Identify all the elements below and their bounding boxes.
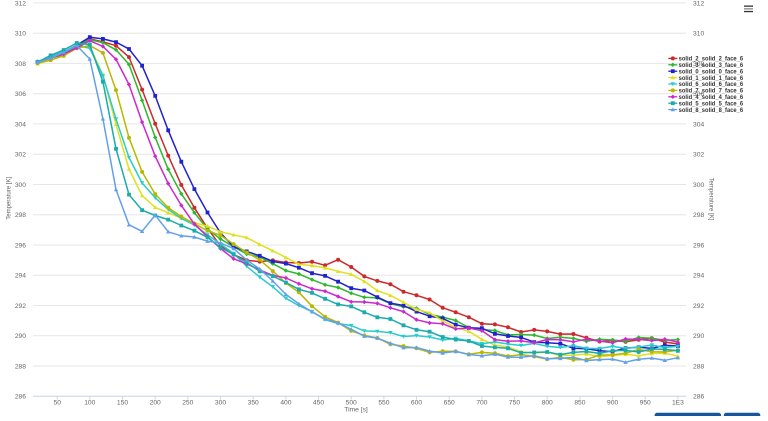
svg-text:294: 294: [15, 273, 26, 280]
svg-text:950: 950: [640, 400, 651, 407]
svg-text:50: 50: [53, 400, 61, 407]
svg-text:306: 306: [15, 91, 26, 98]
svg-text:1E3: 1E3: [672, 400, 684, 407]
svg-text:Temperature [K]: Temperature [K]: [708, 178, 715, 221]
svg-text:solid_3_solid_3_face_6: solid_3_solid_3_face_6: [679, 62, 744, 69]
svg-text:solid_7_solid_7_face_6: solid_7_solid_7_face_6: [679, 88, 744, 95]
svg-text:300: 300: [215, 400, 226, 407]
svg-text:290: 290: [15, 333, 26, 340]
svg-text:294: 294: [693, 273, 704, 280]
svg-text:308: 308: [15, 61, 26, 68]
svg-text:400: 400: [280, 400, 291, 407]
svg-text:298: 298: [693, 212, 704, 219]
svg-text:310: 310: [693, 31, 704, 38]
svg-text:Temperature [K]: Temperature [K]: [6, 177, 13, 220]
svg-text:302: 302: [693, 152, 704, 159]
svg-text:solid_0_solid_0_face_6: solid_0_solid_0_face_6: [679, 68, 744, 75]
svg-text:304: 304: [693, 121, 704, 128]
svg-text:750: 750: [509, 400, 520, 407]
svg-text:Time [s]: Time [s]: [344, 407, 368, 414]
svg-text:308: 308: [693, 61, 704, 68]
svg-text:900: 900: [607, 400, 618, 407]
svg-text:700: 700: [476, 400, 487, 407]
svg-text:306: 306: [693, 91, 704, 98]
svg-text:312: 312: [15, 0, 26, 7]
svg-text:solid_6_solid_6_face_6: solid_6_solid_6_face_6: [679, 81, 744, 88]
svg-text:312: 312: [693, 0, 704, 7]
svg-text:298: 298: [15, 212, 26, 219]
svg-text:100: 100: [84, 400, 95, 407]
svg-text:650: 650: [444, 400, 455, 407]
svg-text:solid_1_solid_1_face_6: solid_1_solid_1_face_6: [679, 75, 744, 82]
svg-text:850: 850: [574, 400, 585, 407]
svg-text:550: 550: [378, 400, 389, 407]
svg-text:296: 296: [693, 242, 704, 249]
svg-text:solid_8_solid_8_face_6: solid_8_solid_8_face_6: [679, 107, 744, 114]
svg-text:450: 450: [313, 400, 324, 407]
svg-text:292: 292: [693, 303, 704, 310]
svg-text:300: 300: [15, 182, 26, 189]
svg-text:296: 296: [15, 242, 26, 249]
svg-text:286: 286: [15, 394, 26, 401]
svg-text:250: 250: [182, 400, 193, 407]
svg-text:290: 290: [693, 333, 704, 340]
svg-text:solid_5_solid_5_face_6: solid_5_solid_5_face_6: [679, 100, 744, 107]
svg-text:288: 288: [693, 363, 704, 370]
svg-text:286: 286: [693, 394, 704, 401]
svg-text:800: 800: [542, 400, 553, 407]
svg-text:292: 292: [15, 303, 26, 310]
svg-text:304: 304: [15, 121, 26, 128]
svg-text:500: 500: [346, 400, 357, 407]
svg-text:solid_4_solid_4_face_6: solid_4_solid_4_face_6: [679, 94, 744, 101]
svg-text:350: 350: [248, 400, 259, 407]
svg-text:300: 300: [693, 182, 704, 189]
svg-text:310: 310: [15, 31, 26, 38]
svg-text:200: 200: [150, 400, 161, 407]
svg-text:288: 288: [15, 363, 26, 370]
svg-text:600: 600: [411, 400, 422, 407]
svg-text:150: 150: [117, 400, 128, 407]
svg-text:solid_2_solid_2_face_6: solid_2_solid_2_face_6: [679, 56, 744, 63]
svg-text:302: 302: [15, 152, 26, 159]
